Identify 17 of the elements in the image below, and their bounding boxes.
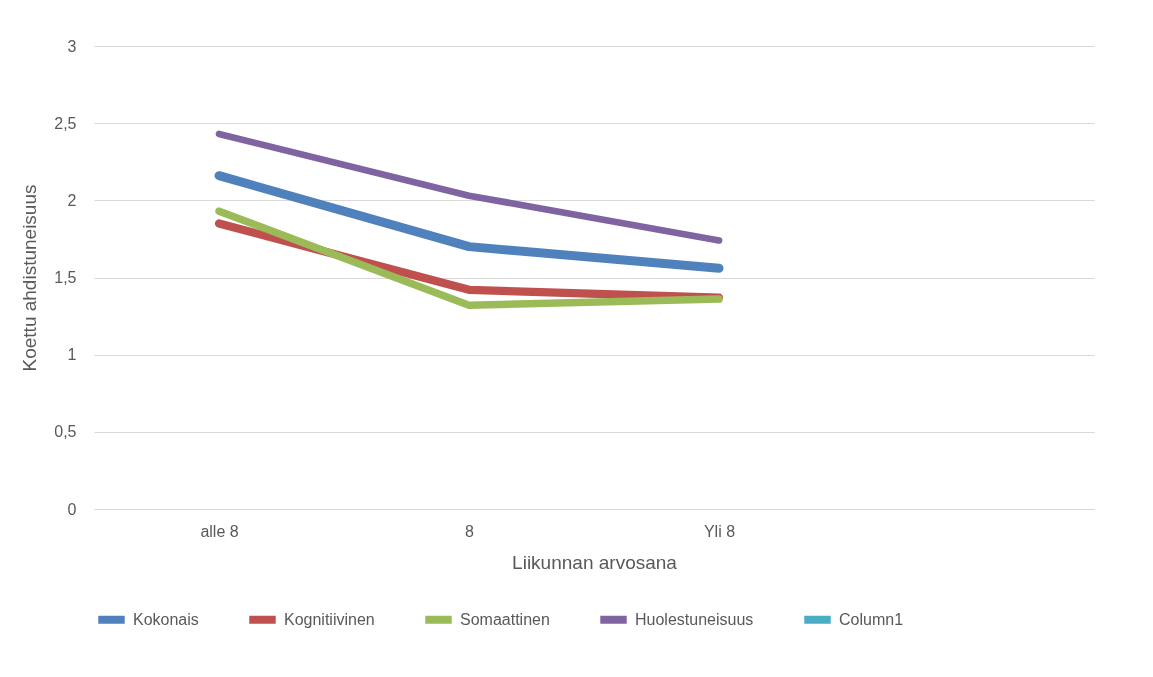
y-tick-label: 2 xyxy=(67,191,77,209)
y-tick-label: 0 xyxy=(67,500,77,518)
legend-label: Column1 xyxy=(839,610,904,628)
x-tick-label: alle 8 xyxy=(200,522,239,540)
legend-label: Huolestuneisuus xyxy=(635,610,754,628)
x-tick-label: 8 xyxy=(465,522,475,540)
y-tick-label: 0,5 xyxy=(54,423,77,441)
y-tick-label: 2,5 xyxy=(54,114,77,132)
y-axis-title: Koettu ahdistuneisuus xyxy=(19,184,41,372)
legend-label: Somaattinen xyxy=(460,610,550,628)
y-tick-label: 1 xyxy=(67,346,77,364)
y-tick-label: 1,5 xyxy=(54,269,77,286)
legend-label: Kognitiivinen xyxy=(284,610,375,628)
legend-label: Kokonais xyxy=(133,610,199,628)
x-axis-title: Liikunnan arvosana xyxy=(512,551,678,573)
x-tick-label: Yli 8 xyxy=(703,522,736,540)
y-tick-label: 3 xyxy=(67,37,77,55)
